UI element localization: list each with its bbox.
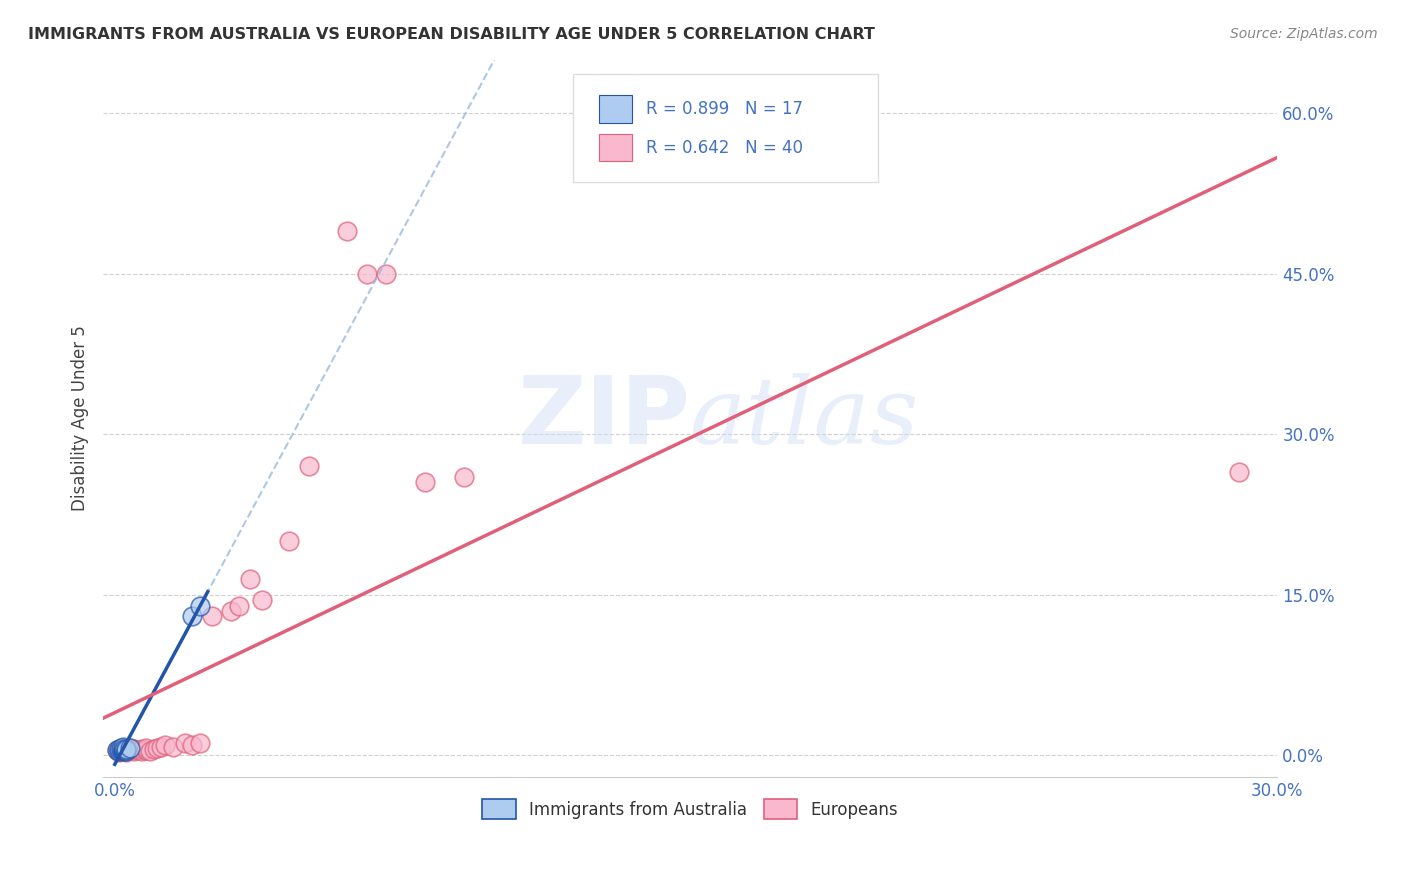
FancyBboxPatch shape [599, 95, 631, 123]
Point [453, 470, 475, 484]
Point [111, 739, 134, 754]
Point [107, 745, 129, 759]
Point [181, 738, 204, 752]
Point [297, 459, 319, 474]
Point [135, 741, 157, 756]
Point [111, 742, 134, 756]
Point [131, 744, 153, 758]
Point [173, 736, 195, 750]
Point [111, 744, 134, 758]
Text: R = 0.642   N = 40: R = 0.642 N = 40 [645, 139, 803, 157]
Point [188, 599, 211, 613]
Point [114, 744, 136, 758]
Point [111, 742, 134, 756]
Point [105, 743, 128, 757]
Point [150, 739, 173, 754]
Point [146, 741, 169, 756]
Point [115, 745, 138, 759]
Point [135, 743, 157, 757]
Point [122, 742, 145, 756]
Point [111, 744, 134, 758]
Point [105, 743, 128, 757]
Point [107, 744, 129, 758]
Point [138, 744, 160, 758]
Text: IMMIGRANTS FROM AUSTRALIA VS EUROPEAN DISABILITY AGE UNDER 5 CORRELATION CHART: IMMIGRANTS FROM AUSTRALIA VS EUROPEAN DI… [28, 27, 875, 42]
Point [110, 743, 132, 757]
Point [115, 743, 138, 757]
Point [110, 741, 132, 756]
Point [375, 267, 398, 281]
Legend: Immigrants from Australia, Europeans: Immigrants from Australia, Europeans [475, 792, 904, 826]
Point [114, 743, 136, 757]
Point [115, 742, 138, 756]
Point [107, 742, 129, 756]
Point [250, 593, 273, 607]
Point [413, 475, 436, 490]
Point [228, 599, 250, 613]
Point [115, 743, 138, 757]
Point [131, 742, 153, 756]
Point [111, 743, 134, 757]
Point [336, 224, 359, 238]
Point [356, 267, 378, 281]
Point [188, 736, 211, 750]
Point [181, 609, 204, 624]
Point [239, 572, 262, 586]
Point [107, 744, 129, 758]
Point [120, 741, 142, 756]
Point [162, 739, 184, 754]
Text: R = 0.899   N = 17: R = 0.899 N = 17 [645, 100, 803, 118]
Point [122, 744, 145, 758]
Point [201, 609, 224, 624]
Point [278, 534, 301, 549]
Point [142, 742, 165, 756]
FancyBboxPatch shape [572, 74, 879, 182]
Point [153, 738, 176, 752]
Text: Source: ZipAtlas.com: Source: ZipAtlas.com [1230, 27, 1378, 41]
FancyBboxPatch shape [599, 134, 631, 161]
Point [120, 743, 142, 757]
Text: ZIP: ZIP [517, 372, 690, 464]
Point [120, 741, 142, 756]
Text: atlas: atlas [690, 373, 920, 463]
Point [110, 743, 132, 757]
Point [114, 742, 136, 756]
Point [127, 743, 149, 757]
Point [115, 744, 138, 758]
Y-axis label: Disability Age Under 5: Disability Age Under 5 [72, 326, 89, 511]
Point [219, 604, 242, 618]
Point [1227, 465, 1250, 479]
